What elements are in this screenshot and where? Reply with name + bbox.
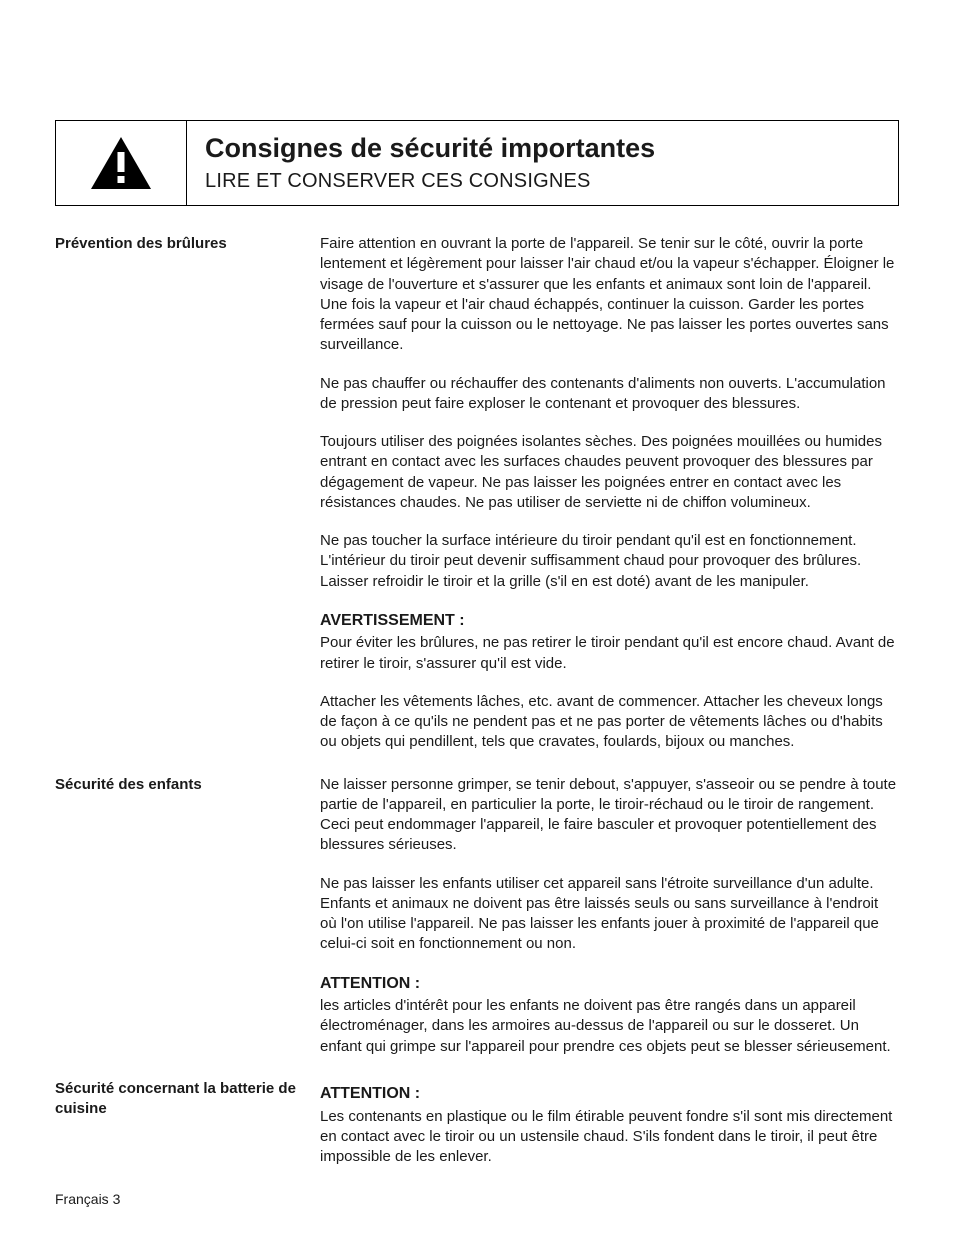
body-paragraph: Les contenants en plastique ou le film é… [320, 1107, 899, 1168]
section-label: Sécurité concernant la batterie de cuisi… [55, 1079, 320, 1120]
callout-heading: ATTENTION : [320, 973, 899, 995]
body-paragraph: Ne pas chauffer ou réchauffer des conten… [320, 374, 899, 415]
body-paragraph: Toujours utiliser des poignées isolantes… [320, 432, 899, 513]
section-label: Prévention des brûlures [55, 234, 320, 254]
section-content: Ne laisser personne grimper, se tenir de… [320, 775, 899, 1075]
header-box: Consignes de sécurité importantes LIRE E… [55, 120, 899, 206]
warning-triangle-icon [89, 135, 153, 191]
body-paragraph: Faire attention en ouvrant la porte de l… [320, 234, 899, 356]
document-title: Consignes de sécurité importantes [205, 133, 880, 164]
document-page: Consignes de sécurité importantes LIRE E… [0, 0, 954, 1235]
body-paragraph: Ne pas toucher la surface intérieure du … [320, 531, 899, 592]
section-row: Sécurité concernant la batterie de cuisi… [55, 1079, 899, 1185]
warning-icon-cell [56, 121, 187, 205]
page-footer: Français 3 [55, 1191, 120, 1207]
section-content: Faire attention en ouvrant la porte de l… [320, 234, 899, 771]
section-row: Sécurité des enfantsNe laisser personne … [55, 775, 899, 1075]
section-label: Sécurité des enfants [55, 775, 320, 795]
document-subtitle: LIRE ET CONSERVER CES CONSIGNES [205, 170, 880, 193]
body-paragraph: Ne pas laisser les enfants utiliser cet … [320, 874, 899, 955]
sections-container: Prévention des brûluresFaire attention e… [55, 234, 899, 1185]
body-paragraph: Ne laisser personne grimper, se tenir de… [320, 775, 899, 856]
section-content: ATTENTION :Les contenants en plastique o… [320, 1079, 899, 1185]
header-title-cell: Consignes de sécurité importantes LIRE E… [187, 121, 898, 205]
body-paragraph: Pour éviter les brûlures, ne pas retirer… [320, 633, 899, 674]
body-paragraph: Attacher les vêtements lâches, etc. avan… [320, 692, 899, 753]
body-paragraph: les articles d'intérêt pour les enfants … [320, 996, 899, 1057]
callout-heading: AVERTISSEMENT : [320, 610, 899, 632]
section-row: Prévention des brûluresFaire attention e… [55, 234, 899, 771]
callout-heading: ATTENTION : [320, 1083, 899, 1105]
